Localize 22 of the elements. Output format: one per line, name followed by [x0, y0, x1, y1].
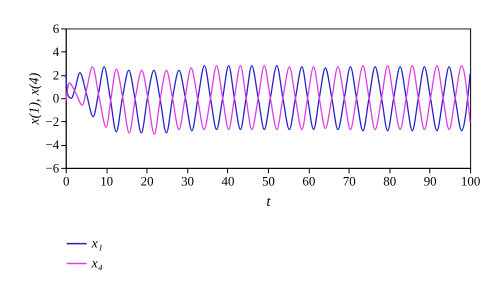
x-tick-label: 60	[302, 173, 316, 188]
y-tick-label: 6	[52, 20, 60, 36]
x-tick-label: 10	[100, 173, 114, 188]
x-tick-label: 100	[460, 173, 480, 188]
x-tick-label: 30	[181, 173, 194, 188]
y-tick-label: −6	[45, 160, 60, 176]
x-axis-title: t	[266, 194, 272, 210]
y-tick-label: 4	[52, 44, 60, 60]
legend-label: x₄	[90, 256, 103, 272]
x-tick-label: 40	[222, 173, 234, 188]
x-tick-label: 20	[140, 173, 154, 188]
y-tick-label: 2	[52, 67, 60, 82]
legend-label: x₁	[90, 236, 103, 252]
x-tick-label: 90	[424, 173, 437, 188]
x-tick-label: 50	[262, 173, 275, 188]
y-axis-title: x(1), x(4)	[28, 72, 43, 126]
y-tick-label: 0	[52, 90, 60, 106]
x-tick-label: 80	[383, 173, 396, 188]
x-tick-label: 70	[342, 173, 356, 188]
y-tick-label: −4	[45, 137, 60, 152]
x-tick-label: 0	[63, 173, 70, 188]
y-tick-label: −2	[45, 114, 60, 129]
